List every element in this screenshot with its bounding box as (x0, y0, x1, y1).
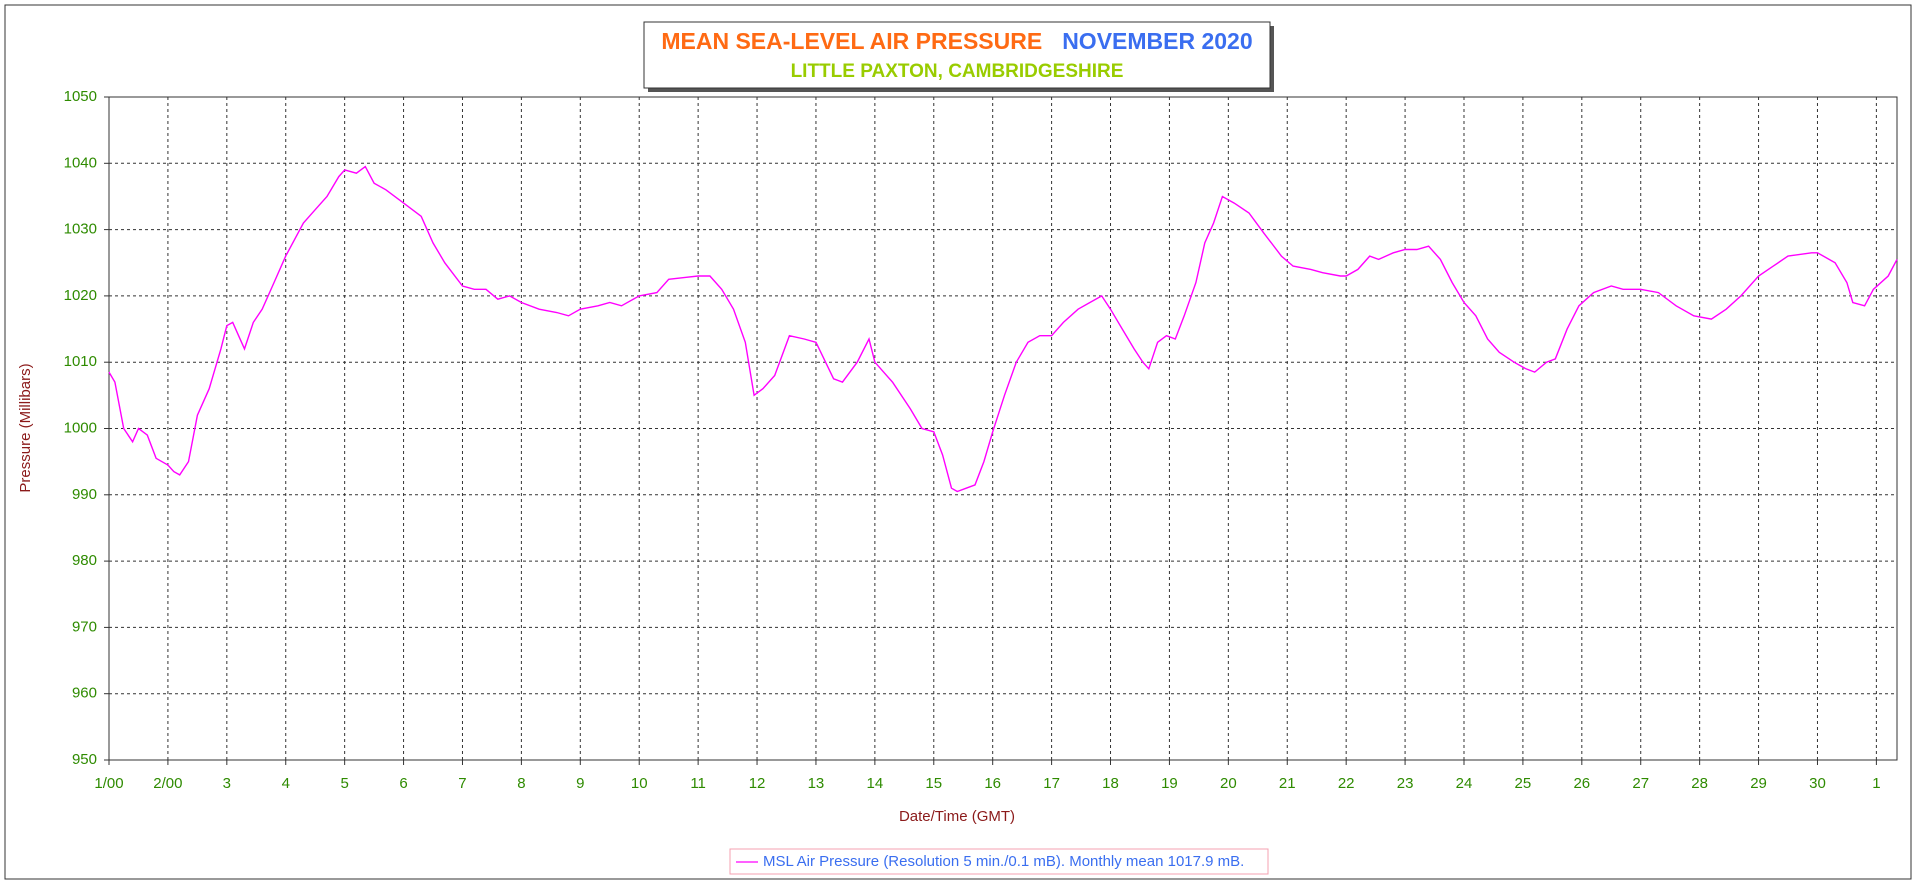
x-tick-label: 29 (1750, 775, 1767, 792)
x-tick-label: 26 (1573, 775, 1590, 792)
x-tick-label: 22 (1338, 775, 1355, 792)
x-axis-label: Date/Time (GMT) (899, 808, 1015, 825)
x-tick-label: 21 (1279, 775, 1296, 792)
y-tick-label: 1020 (64, 287, 97, 304)
x-tick-label: 8 (517, 775, 525, 792)
x-tick-label: 13 (808, 775, 825, 792)
legend-label: MSL Air Pressure (Resolution 5 min./0.1 … (763, 853, 1244, 870)
title-date: NOVEMBER 2020 (1062, 28, 1252, 54)
x-tick-label: 15 (925, 775, 942, 792)
y-tick-label: 980 (72, 552, 97, 569)
x-tick-label: 25 (1515, 775, 1532, 792)
x-tick-label: 7 (458, 775, 466, 792)
subtitle: LITTLE PAXTON, CAMBRIDGESHIRE (791, 61, 1124, 82)
y-tick-label: 1000 (64, 419, 97, 436)
x-tick-label: 17 (1043, 775, 1060, 792)
y-axis-label: Pressure (Millibars) (17, 363, 34, 492)
x-tick-label: 27 (1632, 775, 1649, 792)
x-tick-label: 4 (282, 775, 290, 792)
x-tick-label: 12 (749, 775, 766, 792)
y-tick-label: 1030 (64, 221, 97, 238)
pressure-line (108, 165, 1898, 493)
title-box (643, 21, 1271, 89)
x-tick-label: 5 (340, 775, 348, 792)
x-tick-label: 11 (690, 775, 706, 792)
y-tick-label: 1050 (64, 88, 97, 105)
y-tick-label: 970 (72, 618, 97, 635)
frame (4, 4, 1912, 880)
x-tick-label: 1/00 (94, 775, 123, 792)
x-tick-label: 9 (576, 775, 584, 792)
y-tick-label: 960 (72, 685, 97, 702)
x-tick-label: 14 (867, 775, 884, 792)
x-tick-label: 1 (1872, 775, 1880, 792)
y-tick-label: 1010 (64, 353, 97, 370)
plot-border (108, 96, 1898, 761)
x-tick-label: 3 (223, 775, 231, 792)
x-tick-label: 10 (631, 775, 648, 792)
x-tick-label: 2/00 (153, 775, 182, 792)
x-tick-label: 19 (1161, 775, 1178, 792)
x-tick-label: 16 (984, 775, 1001, 792)
chart-title: MEAN SEA-LEVEL AIR PRESSURE NOVEMBER 2020 (661, 28, 1252, 54)
title-main: MEAN SEA-LEVEL AIR PRESSURE (661, 28, 1042, 54)
x-tick-label: 23 (1397, 775, 1414, 792)
y-tick-label: 990 (72, 486, 97, 503)
x-tick-label: 20 (1220, 775, 1237, 792)
y-tick-label: 1040 (64, 154, 97, 171)
legend-box (729, 848, 1269, 875)
x-tick-label: 18 (1102, 775, 1119, 792)
x-tick-label: 6 (399, 775, 407, 792)
x-tick-label: 28 (1691, 775, 1708, 792)
y-tick-label: 950 (72, 751, 97, 768)
x-tick-label: 30 (1809, 775, 1826, 792)
x-tick-label: 24 (1456, 775, 1473, 792)
